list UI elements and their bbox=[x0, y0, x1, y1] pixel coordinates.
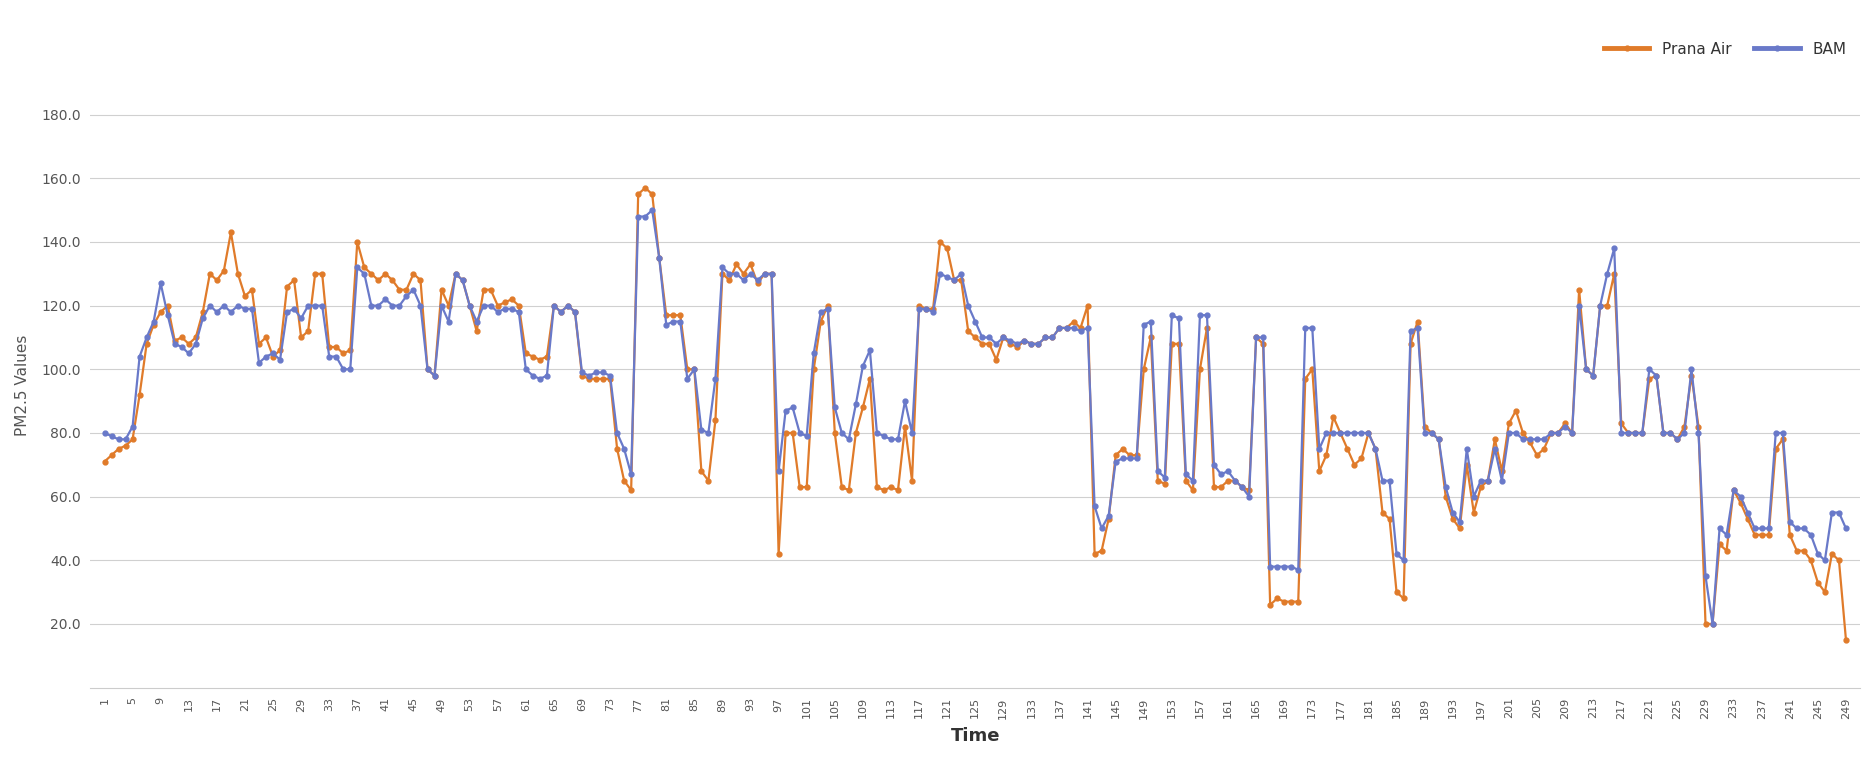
Prana Air bbox=[1174, 476, 1196, 485]
Prana Air bbox=[1836, 635, 1858, 644]
Prana Air bbox=[585, 374, 608, 383]
BAM bbox=[598, 371, 621, 380]
BAM bbox=[1644, 371, 1667, 380]
X-axis label: Time: Time bbox=[951, 727, 999, 745]
Prana Air bbox=[1644, 371, 1667, 380]
BAM bbox=[585, 368, 608, 377]
BAM bbox=[1836, 524, 1858, 533]
Y-axis label: PM2.5 Values: PM2.5 Values bbox=[15, 334, 30, 436]
Prana Air bbox=[1189, 365, 1211, 374]
BAM bbox=[1701, 619, 1723, 629]
Line: BAM: BAM bbox=[101, 207, 1849, 626]
BAM bbox=[641, 206, 664, 215]
Prana Air bbox=[598, 374, 621, 383]
Legend: Prana Air, BAM: Prana Air, BAM bbox=[1598, 36, 1852, 63]
BAM bbox=[1174, 470, 1196, 479]
BAM bbox=[1189, 311, 1211, 320]
BAM bbox=[94, 429, 116, 438]
Prana Air bbox=[1153, 480, 1176, 489]
Line: Prana Air: Prana Air bbox=[101, 185, 1849, 642]
Prana Air bbox=[94, 457, 116, 466]
Prana Air bbox=[634, 183, 656, 192]
BAM bbox=[1153, 473, 1176, 482]
